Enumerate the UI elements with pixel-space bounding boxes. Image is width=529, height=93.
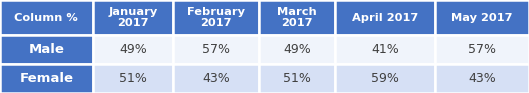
Bar [335, 35, 435, 64]
Text: 49%: 49% [119, 43, 147, 56]
Bar [259, 35, 335, 64]
Text: 49%: 49% [283, 43, 311, 56]
Text: 57%: 57% [468, 43, 496, 56]
Bar [173, 35, 259, 64]
Bar [93, 35, 173, 64]
Text: April 2017: April 2017 [352, 13, 418, 23]
Bar [93, 64, 173, 93]
Bar [435, 0, 529, 35]
Bar [0, 0, 93, 35]
Text: 41%: 41% [371, 43, 399, 56]
Bar [435, 35, 529, 64]
Text: Female: Female [19, 72, 74, 85]
Text: 59%: 59% [371, 72, 399, 85]
Text: 51%: 51% [283, 72, 311, 85]
Text: 43%: 43% [202, 72, 230, 85]
Text: 51%: 51% [119, 72, 147, 85]
Text: 43%: 43% [468, 72, 496, 85]
Text: 57%: 57% [202, 43, 230, 56]
Text: March
2017: March 2017 [277, 7, 317, 28]
Text: May 2017: May 2017 [451, 13, 513, 23]
Bar [0, 35, 93, 64]
Bar [435, 64, 529, 93]
Bar [173, 64, 259, 93]
Text: Column %: Column % [14, 13, 78, 23]
Text: February
2017: February 2017 [187, 7, 245, 28]
Bar [335, 64, 435, 93]
Bar [259, 0, 335, 35]
Text: January
2017: January 2017 [108, 7, 158, 28]
Bar [335, 0, 435, 35]
Bar [0, 64, 93, 93]
Text: Male: Male [29, 43, 64, 56]
Bar [173, 0, 259, 35]
Bar [93, 0, 173, 35]
Bar [259, 64, 335, 93]
